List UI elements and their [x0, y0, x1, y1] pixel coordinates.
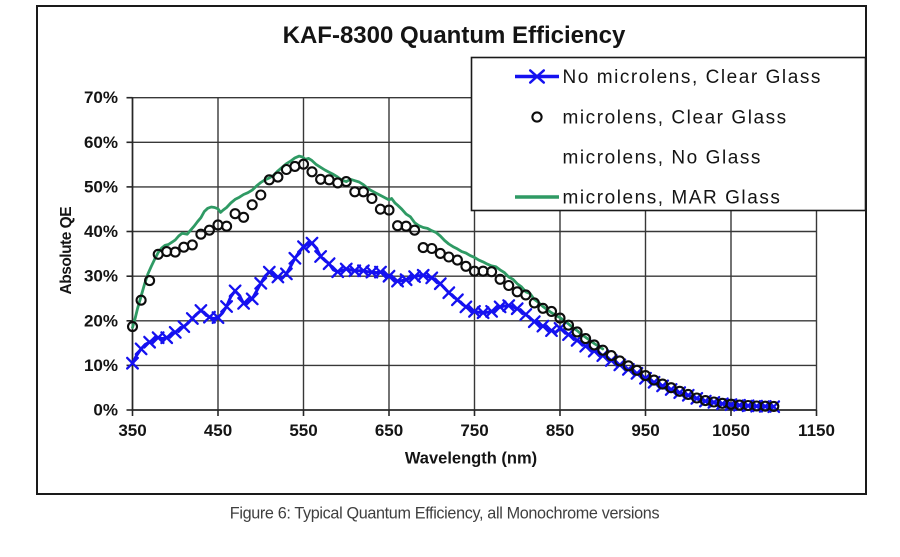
svg-text:60%: 60%: [84, 133, 118, 152]
svg-text:microlens, Clear Glass: microlens, Clear Glass: [563, 108, 788, 129]
svg-text:10%: 10%: [84, 356, 118, 375]
svg-text:70%: 70%: [84, 88, 118, 107]
svg-text:550: 550: [289, 421, 317, 440]
svg-text:1050: 1050: [712, 421, 750, 440]
svg-text:750: 750: [460, 421, 488, 440]
svg-text:950: 950: [631, 421, 659, 440]
svg-text:Figure 6: Typical Quantum Effi: Figure 6: Typical Quantum Efficiency, al…: [230, 505, 660, 523]
svg-text:850: 850: [546, 421, 574, 440]
svg-text:20%: 20%: [84, 311, 118, 330]
svg-text:40%: 40%: [84, 222, 118, 241]
svg-text:1150: 1150: [798, 421, 835, 440]
svg-text:0%: 0%: [93, 401, 118, 420]
svg-text:50%: 50%: [84, 177, 118, 196]
svg-text:microlens, No Glass: microlens, No Glass: [563, 148, 762, 169]
svg-text:microlens, MAR Glass: microlens, MAR Glass: [563, 188, 782, 209]
svg-text:KAF-8300 Quantum Efficiency: KAF-8300 Quantum Efficiency: [283, 22, 626, 49]
svg-text:650: 650: [375, 421, 403, 440]
svg-text:350: 350: [118, 421, 146, 440]
svg-text:No microlens, Clear Glass: No microlens, Clear Glass: [563, 67, 822, 88]
svg-text:Wavelength (nm): Wavelength (nm): [405, 450, 537, 468]
svg-text:450: 450: [204, 421, 232, 440]
svg-text:30%: 30%: [84, 267, 118, 286]
svg-text:Absolute QE: Absolute QE: [58, 207, 75, 295]
